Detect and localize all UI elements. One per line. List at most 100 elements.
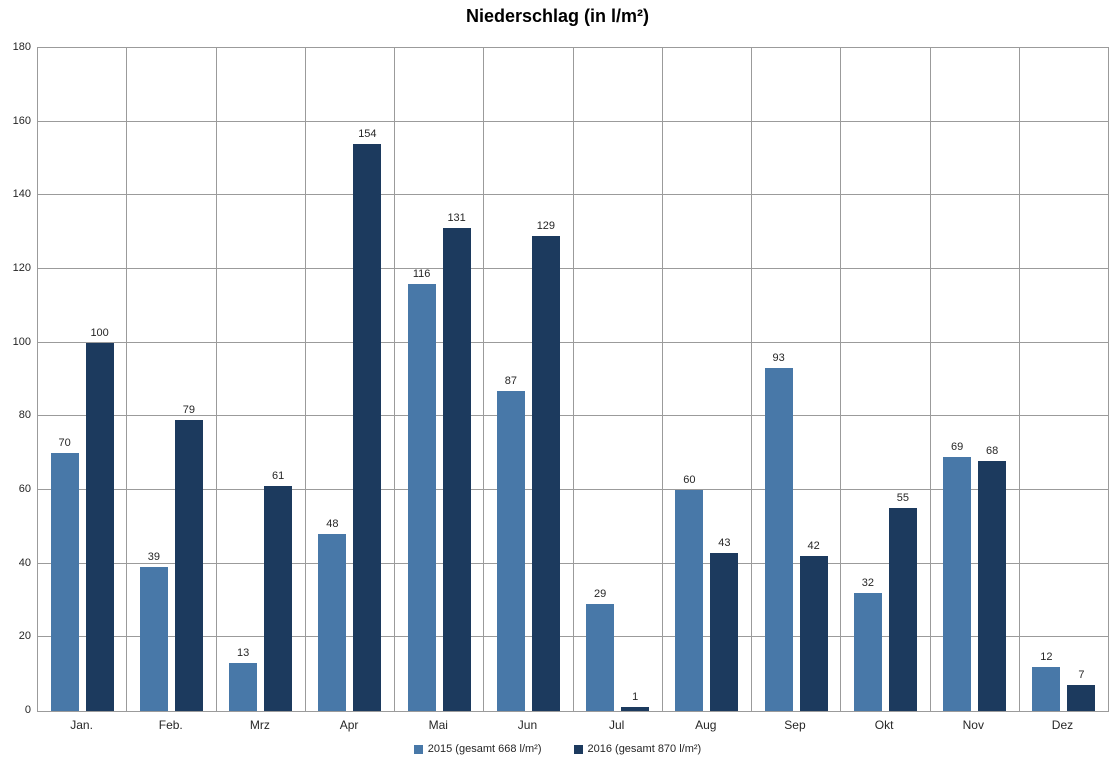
y-axis-tick-label: 60: [18, 483, 31, 495]
bar: [174, 420, 203, 711]
bar-column: 13: [229, 648, 258, 711]
bar-column: 1: [621, 691, 650, 711]
x-axis-tick-label: Feb.: [158, 718, 183, 732]
x-axis-tick-label: Apr: [339, 718, 359, 732]
y-axis-tick-label: 40: [18, 557, 31, 569]
bar-column: 55: [888, 493, 917, 711]
y-axis-tick-label: 120: [12, 262, 31, 274]
month-group: 29 1: [574, 48, 663, 711]
month-group: 39 79: [127, 48, 217, 711]
month-group: 93 42: [752, 48, 842, 711]
y-axis-tick-label: 180: [12, 41, 31, 53]
bar-value-label: 29: [594, 588, 607, 600]
bar-column: 29: [586, 588, 615, 711]
bar-column: 61: [264, 470, 293, 711]
plot-area: 70 100 39 79 13 61 48 154 116 131 87 129 29 1 60 43 93 42…: [37, 47, 1109, 712]
legend-label: 2015 (gesamt 668 l/m²): [427, 743, 542, 755]
x-axis-tick-label: Jun: [517, 718, 538, 732]
x-axis-tick-label: Sep: [784, 718, 806, 732]
bar-column: 48: [318, 518, 347, 711]
x-axis-tick-label: Mrz: [249, 718, 270, 732]
bar: [978, 461, 1007, 711]
bar: [888, 508, 917, 711]
month-group: 87 129: [484, 48, 574, 711]
month-group: 32 55: [841, 48, 931, 711]
month-group: 12 7: [1020, 48, 1108, 711]
x-axis-tick-label: Okt: [874, 718, 894, 732]
bar-value-label: 48: [326, 518, 339, 530]
bar: [853, 593, 882, 711]
y-axis-tick-label: 80: [18, 409, 31, 421]
bar: [943, 457, 972, 711]
bar-value-label: 70: [58, 437, 71, 449]
bar-column: 7: [1067, 669, 1096, 711]
bar-column: 69: [943, 441, 972, 711]
bar-column: 131: [442, 212, 471, 711]
month-group: 116 131: [395, 48, 485, 711]
bar-value-label: 68: [986, 445, 999, 457]
month-group: 48 154: [306, 48, 395, 711]
bar: [318, 534, 347, 711]
x-axis-tick-label: Aug: [695, 718, 717, 732]
bar-column: 43: [710, 537, 739, 711]
x-axis-tick-label: Mai: [428, 718, 448, 732]
bar: [675, 490, 704, 711]
bar-column: 39: [139, 552, 168, 711]
bar: [139, 567, 168, 711]
bar: [353, 144, 382, 711]
bar-value-label: 1: [632, 691, 639, 703]
bar: [799, 556, 828, 711]
chart-title: Niederschlag (in l/m²): [465, 6, 650, 26]
y-axis-labels: 0 20 40 60 80 100 120 140 160 180: [0, 42, 31, 716]
bar-column: 68: [978, 445, 1007, 711]
bar-column: 70: [50, 437, 79, 711]
bar-value-label: 43: [718, 537, 731, 549]
bar-value-label: 60: [683, 474, 696, 486]
x-axis-labels: Jan. Feb. Mrz Apr Mai Jun Jul Aug Sep Okt Nov Dez: [37, 718, 1107, 732]
y-axis-tick-label: 100: [12, 336, 31, 348]
bar-column: 79: [174, 404, 203, 711]
bar-value-label: 100: [90, 327, 109, 339]
bar-column: 60: [675, 474, 704, 711]
bar-value-label: 7: [1078, 669, 1085, 681]
bar-column: 93: [764, 352, 793, 711]
bar: [264, 486, 293, 711]
bar: [496, 391, 525, 711]
bar: [764, 368, 793, 711]
bar-value-label: 32: [861, 577, 874, 589]
x-axis-tick-label: Jan.: [70, 718, 93, 732]
bar: [85, 343, 114, 711]
bar: [1032, 667, 1061, 711]
bar-column: 154: [353, 128, 382, 711]
bar-column: 12: [1032, 651, 1061, 711]
y-axis-tick-label: 20: [18, 630, 31, 642]
month-group: 60 43: [663, 48, 752, 711]
bar-value-label: 116: [412, 268, 431, 280]
bar: [442, 228, 471, 711]
y-axis-tick-label: 0: [24, 704, 31, 716]
bar-value-label: 42: [807, 540, 820, 552]
bar: [586, 604, 615, 711]
bar-value-label: 69: [951, 441, 964, 453]
legend-swatch-icon: [413, 744, 423, 754]
x-axis-tick-label: Nov: [962, 718, 984, 732]
bar: [531, 236, 560, 711]
month-group: 69 68: [931, 48, 1020, 711]
bar-column: 116: [407, 268, 436, 711]
bar-value-label: 154: [358, 128, 377, 140]
bar: [229, 663, 258, 711]
y-axis-tick-label: 140: [12, 188, 31, 200]
legend-item: 2016 (gesamt 870 l/m²): [573, 743, 701, 755]
bar: [1067, 685, 1096, 711]
bar-value-label: 79: [182, 404, 195, 416]
bar: [50, 453, 79, 711]
bar-column: 87: [496, 375, 525, 711]
bar-value-label: 12: [1040, 651, 1053, 663]
bar-value-label: 131: [447, 212, 466, 224]
bar-value-label: 61: [272, 470, 285, 482]
x-axis-tick-label: Jul: [608, 718, 625, 732]
bar-value-label: 87: [504, 375, 517, 387]
bar-value-label: 93: [772, 352, 785, 364]
bar-value-label: 129: [536, 220, 556, 232]
